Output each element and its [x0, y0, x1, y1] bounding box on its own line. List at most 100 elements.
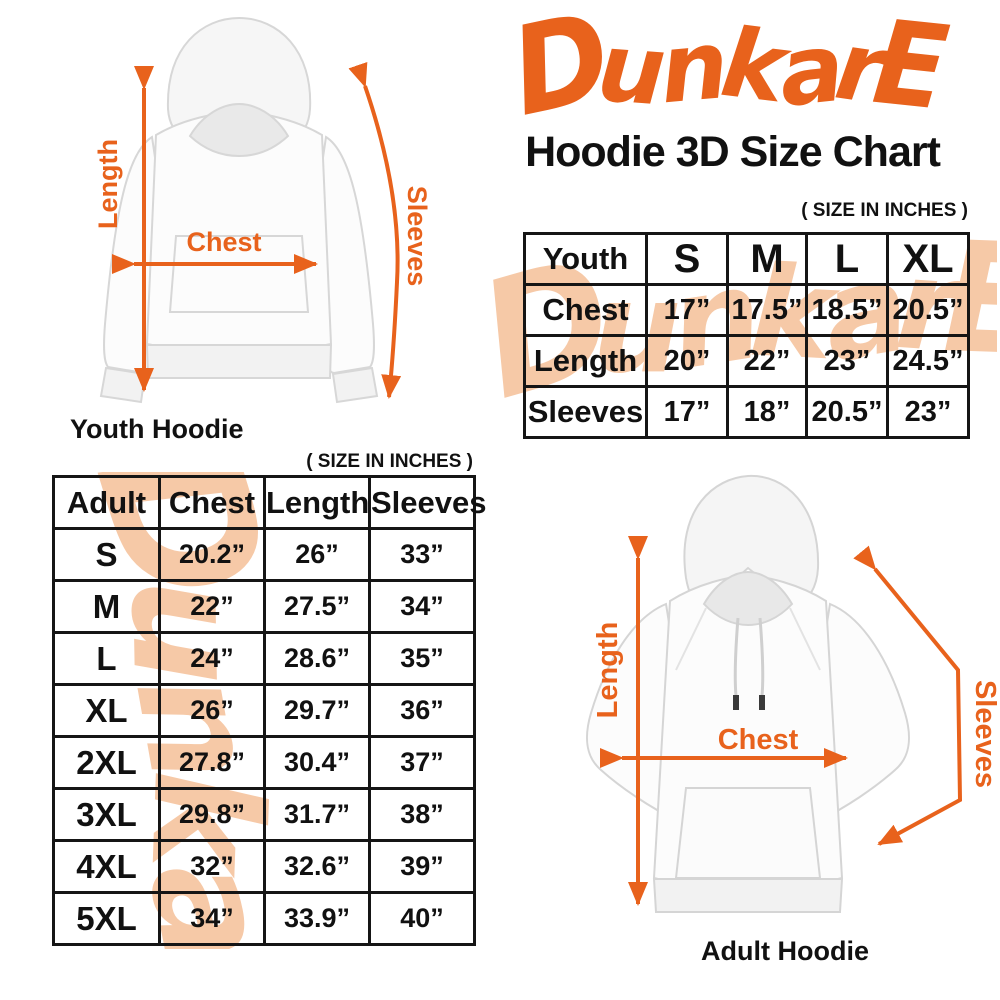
aglet	[759, 695, 765, 710]
youth-size-table: Youth S M L XL Chest 17” 17.5” 18.5” 20.…	[523, 232, 970, 439]
youth-hoodie-figure: Length Chest Sleeves	[93, 16, 432, 404]
adult-hoodie-figure: Length Chest Sleeves	[585, 474, 1000, 913]
table-cell: 36”	[368, 683, 476, 738]
youth-hoodie-illustration	[99, 16, 379, 404]
table-cell: 23”	[805, 334, 889, 388]
table-cell: XL	[52, 683, 161, 738]
table-cell: 18.5”	[805, 283, 889, 337]
page-title: Hoodie 3D Size Chart	[525, 128, 941, 176]
table-header-cell: Youth	[523, 232, 648, 286]
table-cell: 20”	[645, 334, 729, 388]
table-cell: 31.7”	[263, 787, 371, 842]
table-cell: 20.2”	[158, 527, 266, 582]
table-row: Chest 17” 17.5” 18.5” 20.5”	[523, 283, 970, 337]
table-cell: 27.5”	[263, 579, 371, 634]
table-cell: 40”	[368, 891, 476, 946]
table-cell: 28.6”	[263, 631, 371, 686]
table-cell: 29.7”	[263, 683, 371, 738]
table-cell: 29.8”	[158, 787, 266, 842]
hood-opening	[188, 102, 290, 158]
table-cell: 17”	[645, 283, 729, 337]
table-cell: 37”	[368, 735, 476, 790]
table-cell: 20.5”	[805, 385, 889, 439]
table-cell: 33”	[368, 527, 476, 582]
table-cell: 34”	[158, 891, 266, 946]
table-cell: 26”	[158, 683, 266, 738]
table-header-cell: Sleeves	[368, 475, 487, 530]
table-cell: Length	[523, 334, 648, 388]
table-cell: 24”	[158, 631, 266, 686]
table-row: M 22” 27.5” 34”	[52, 579, 476, 634]
table-cell: 18”	[726, 385, 808, 439]
table-row: XL 26” 29.7” 36”	[52, 683, 476, 738]
length-label: Length	[592, 622, 624, 719]
table-header-cell: Adult	[52, 475, 161, 530]
table-cell: 32.6”	[263, 839, 371, 894]
youth-size-note: ( SIZE IN INCHES )	[801, 200, 968, 221]
adult-hoodie-caption: Adult Hoodie	[701, 936, 869, 966]
table-row: 3XL 29.8” 31.7” 38”	[52, 787, 476, 842]
adult-size-table: Adult Chest Length Sleeves S 20.2” 26” 3…	[52, 475, 487, 946]
table-cell: 32”	[158, 839, 266, 894]
table-cell: M	[52, 579, 161, 634]
aglet	[733, 695, 739, 710]
table-cell: 23”	[886, 385, 970, 439]
hem-band	[652, 878, 844, 913]
table-cell: S	[52, 527, 161, 582]
table-row: 5XL 34” 33.9” 40”	[52, 891, 476, 946]
table-row: L 24” 28.6” 35”	[52, 631, 476, 686]
table-cell: 35”	[368, 631, 476, 686]
table-header-cell: XL	[886, 232, 970, 286]
drawstring-left	[733, 617, 740, 697]
adult-size-note: ( SIZE IN INCHES )	[306, 451, 473, 472]
table-cell: L	[52, 631, 161, 686]
table-cell: Chest	[523, 283, 648, 337]
table-cell: 30.4”	[263, 735, 371, 790]
table-cell: 22”	[726, 334, 808, 388]
table-cell: 33.9”	[263, 891, 371, 946]
sleeves-arrow	[853, 545, 963, 846]
table-cell: 34”	[368, 579, 476, 634]
kangaroo-pocket	[674, 787, 822, 879]
chest-label: Chest	[718, 724, 799, 756]
table-cell: 3XL	[52, 787, 161, 842]
table-row: 4XL 32” 32.6” 39”	[52, 839, 476, 894]
table-header-row: Youth S M L XL	[523, 232, 970, 286]
table-header-row: Adult Chest Length Sleeves	[52, 475, 487, 530]
table-cell: 38”	[368, 787, 476, 842]
table-cell: 17”	[645, 385, 729, 439]
table-cell: 26”	[263, 527, 371, 582]
raglan-seams	[675, 607, 821, 671]
table-row: Sleeves 17” 18” 20.5” 23”	[523, 385, 970, 439]
table-header-cell: M	[726, 232, 808, 286]
table-row: 2XL 27.8” 30.4” 37”	[52, 735, 476, 790]
youth-measurement-arrows	[112, 61, 402, 399]
hood-opening	[702, 570, 794, 627]
sleeves-arrow	[348, 61, 402, 399]
sleeves-label: Sleeves	[969, 680, 1000, 788]
table-cell: 20.5”	[886, 283, 970, 337]
table-cell: Sleeves	[523, 385, 648, 439]
table-header-cell: S	[645, 232, 729, 286]
table-cell: 27.8”	[158, 735, 266, 790]
table-row: S 20.2” 26” 33”	[52, 527, 476, 582]
drawstring-right	[758, 617, 765, 697]
right-cuff	[331, 366, 379, 404]
sleeves-label: Sleeves	[402, 186, 432, 287]
table-header-cell: Length	[263, 475, 371, 530]
length-label: Length	[93, 139, 123, 229]
adult-hoodie-illustration	[585, 474, 911, 913]
table-row: Length 20” 22” 23” 24.5”	[523, 334, 970, 388]
youth-hoodie-caption: Youth Hoodie	[70, 414, 244, 444]
adult-measurement-arrows	[600, 536, 963, 906]
chest-label: Chest	[186, 227, 261, 257]
hem-band	[145, 344, 333, 379]
table-header-cell: L	[805, 232, 889, 286]
table-cell: 24.5”	[886, 334, 970, 388]
left-cuff	[99, 366, 147, 404]
table-cell: 5XL	[52, 891, 161, 946]
table-cell: 22”	[158, 579, 266, 634]
table-header-cell: Chest	[158, 475, 266, 530]
